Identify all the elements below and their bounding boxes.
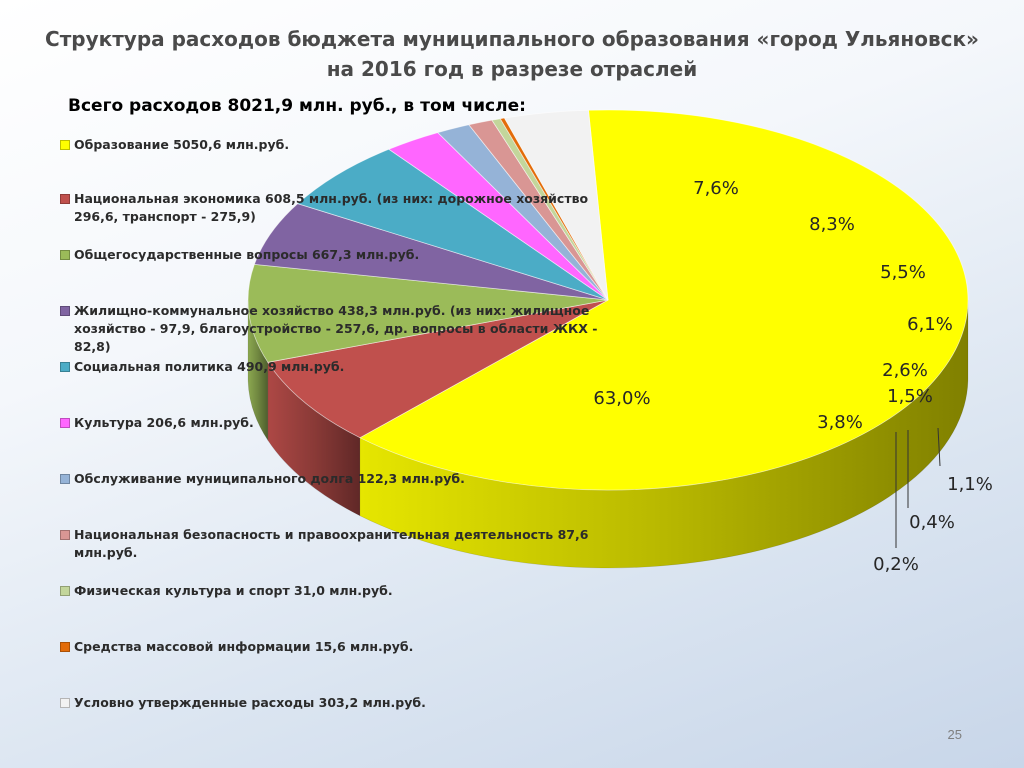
legend-swatch — [60, 362, 70, 372]
legend-swatch — [60, 306, 70, 316]
legend-item: Национальная экономика 608,5 млн.руб. (и… — [60, 190, 610, 226]
legend-item: Общегосударственные вопросы 667,3 млн.ру… — [60, 246, 610, 264]
slice-percent-label: 63,0% — [593, 388, 650, 409]
legend-label: Жилищно-коммунальное хозяйство 438,3 млн… — [74, 303, 598, 354]
legend-item: Социальная политика 490,9 млн.руб. — [60, 358, 610, 376]
slice-percent-label: 8,3% — [809, 214, 855, 235]
slice-percent-label: 1,1% — [947, 474, 993, 495]
legend-label: Условно утвержденные расходы 303,2 млн.р… — [74, 695, 426, 710]
legend-swatch — [60, 140, 70, 150]
slide-title-line1: Структура расходов бюджета муниципальног… — [45, 27, 979, 51]
slice-percent-label: 0,4% — [909, 512, 955, 533]
legend-item: Культура 206,6 млн.руб. — [60, 414, 610, 432]
pie-slice — [359, 109, 969, 491]
slice-percent-label: 3,8% — [817, 412, 863, 433]
slide-title: Структура расходов бюджета муниципальног… — [0, 24, 1024, 84]
pie-slice — [267, 299, 609, 439]
slice-percent-label: 0,2% — [873, 554, 919, 575]
legend-label: Национальная экономика 608,5 млн.руб. (и… — [74, 191, 589, 224]
legend-item: Средства массовой информации 15,6 млн.ру… — [60, 638, 610, 656]
legend-label: Образование 5050,6 млн.руб. — [74, 137, 290, 152]
legend-swatch — [60, 530, 70, 540]
legend-label: Физическая культура и спорт 31,0 млн.руб… — [74, 583, 393, 598]
legend-swatch — [60, 698, 70, 708]
legend-label: Социальная политика 490,9 млн.руб. — [74, 359, 345, 374]
legend-label: Средства массовой информации 15,6 млн.ру… — [74, 639, 414, 654]
slide-title-line2: на 2016 год в разрезе отраслей — [326, 57, 698, 81]
legend-label: Общегосударственные вопросы 667,3 млн.ру… — [74, 247, 420, 262]
legend-item: Национальная безопасность и правоохранит… — [60, 526, 610, 562]
page-number: 25 — [947, 727, 962, 742]
slice-percent-label: 7,6% — [693, 178, 739, 199]
legend-item: Условно утвержденные расходы 303,2 млн.р… — [60, 694, 610, 712]
pie-slice — [296, 148, 609, 301]
legend-label: Национальная безопасность и правоохранит… — [74, 527, 589, 560]
legend-item: Жилищно-коммунальное хозяйство 438,3 млн… — [60, 302, 610, 356]
pie-slice — [503, 109, 609, 301]
legend-swatch — [60, 418, 70, 428]
label-leader-line — [937, 427, 941, 467]
legend-label: Обслуживание муниципального долга 122,3 … — [74, 471, 465, 486]
slice-percent-label: 1,5% — [887, 386, 933, 407]
legend-swatch — [60, 586, 70, 596]
pie-slice — [247, 263, 609, 363]
total-expenses-heading: Всего расходов 8021,9 млн. руб., в том ч… — [68, 96, 526, 116]
legend-label: Культура 206,6 млн.руб. — [74, 415, 254, 430]
slice-percent-label: 5,5% — [880, 262, 926, 283]
legend-item: Физическая культура и спорт 31,0 млн.руб… — [60, 582, 610, 600]
legend-item: Обслуживание муниципального долга 122,3 … — [60, 470, 610, 488]
legend-swatch — [60, 474, 70, 484]
slice-percent-label: 6,1% — [907, 314, 953, 335]
legend-swatch — [60, 194, 70, 204]
legend-swatch — [60, 250, 70, 260]
slice-percent-label: 2,6% — [882, 360, 928, 381]
legend-swatch — [60, 642, 70, 652]
legend-item: Образование 5050,6 млн.руб. — [60, 136, 610, 154]
